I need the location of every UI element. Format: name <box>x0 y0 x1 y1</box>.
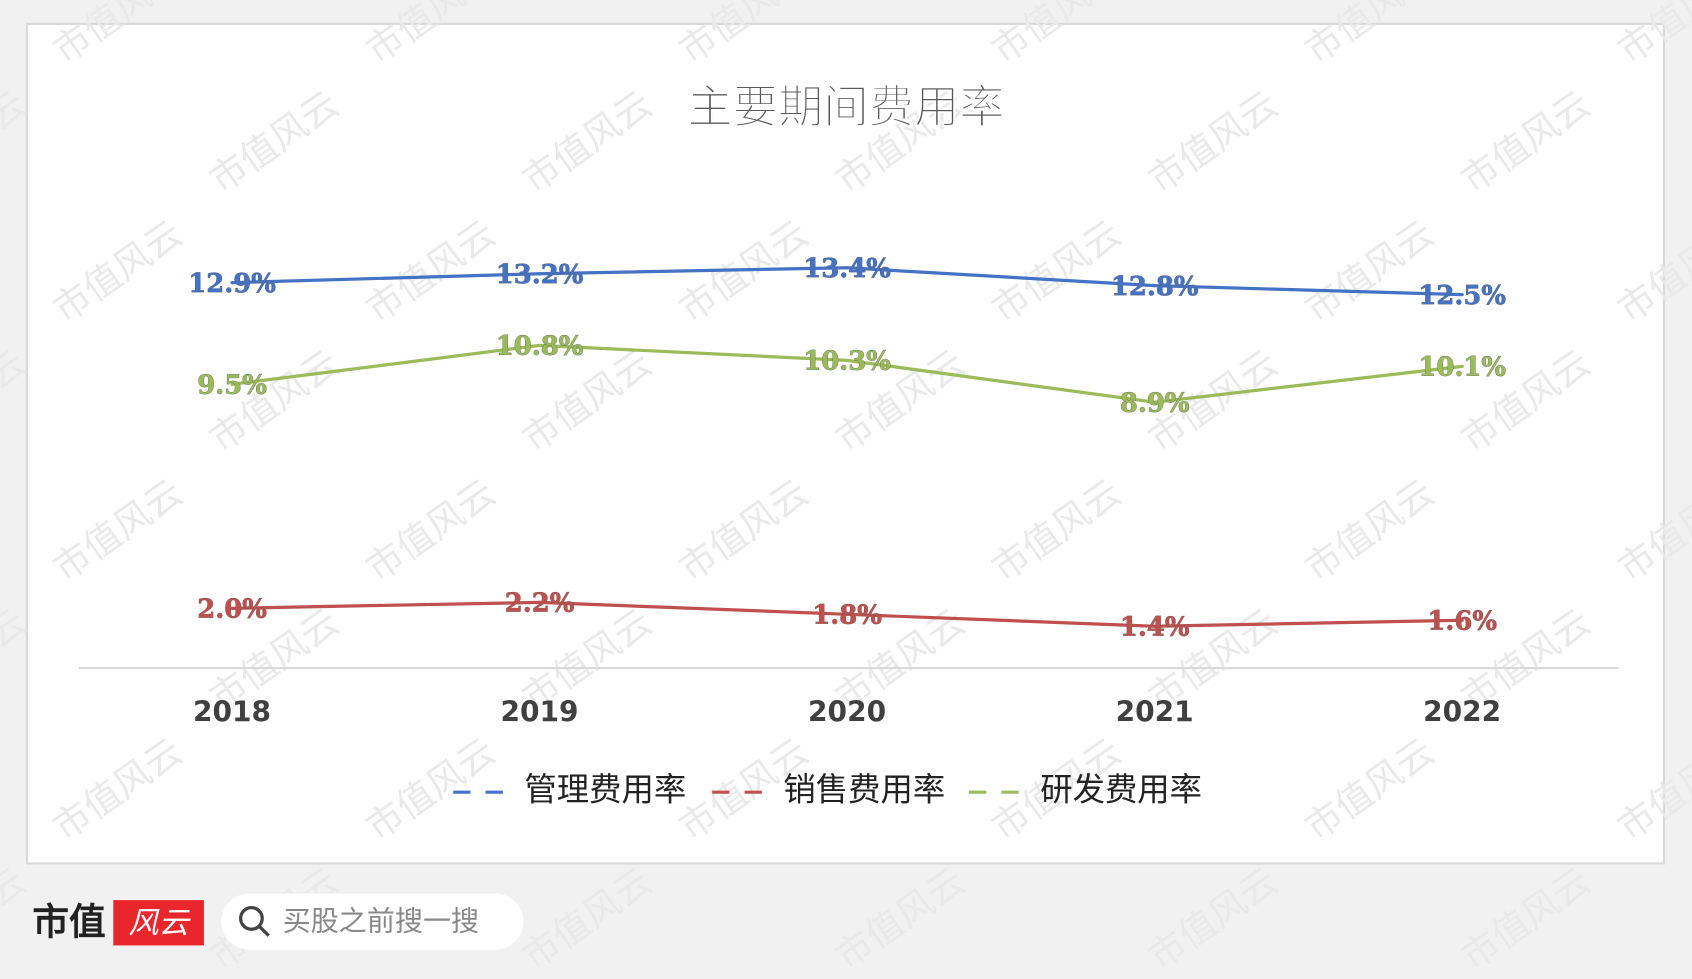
point <box>845 358 849 362</box>
legend-label: 销售费用率 <box>783 771 945 809</box>
data-label: 10.1% <box>1418 352 1506 382</box>
x-tick-label: 2022 <box>1423 695 1501 728</box>
point <box>537 600 542 604</box>
data-label: 8.9% <box>1120 388 1190 418</box>
search-icon-handle <box>257 924 270 937</box>
data-label: 1.6% <box>1427 606 1497 636</box>
data-label: 10.8% <box>496 332 584 362</box>
point <box>537 272 542 276</box>
data-label: 1.4% <box>1120 612 1190 642</box>
point <box>1152 400 1157 404</box>
legend: 管理费用率 销售费用率 研发费用率 <box>453 771 1202 809</box>
search-icon <box>239 906 264 931</box>
data-label: 12.9% <box>188 269 276 299</box>
logo-text: 风云 <box>128 906 191 941</box>
data-label: 13.2% <box>496 260 584 290</box>
chart-title: 主要期间费用率 <box>687 81 1004 134</box>
search-placeholder: 买股之前搜一搜 <box>283 905 479 938</box>
legend-label: 研发费用率 <box>1040 771 1202 809</box>
logo-box <box>113 900 204 946</box>
point <box>1460 293 1464 297</box>
point <box>1152 624 1157 628</box>
point <box>230 281 234 285</box>
search-box[interactable] <box>221 893 524 950</box>
data-label: 12.5% <box>1418 281 1506 311</box>
data-label: 2.0% <box>197 594 267 624</box>
point <box>1460 618 1464 622</box>
point <box>845 612 849 616</box>
x-tick-label: 2019 <box>501 695 579 728</box>
point <box>230 606 234 610</box>
point <box>1460 364 1464 368</box>
x-tick-label: 2018 <box>193 695 271 728</box>
plot: 2018 2019 2020 2021 2022 12.9% 13.2% 13.4% 12.8%… <box>188 254 1506 729</box>
point <box>230 382 234 386</box>
data-label: 1.8% <box>812 600 882 630</box>
brand: 市值 <box>32 900 105 943</box>
x-tick-label: 2020 <box>808 695 886 728</box>
data-label: 13.4% <box>803 254 891 284</box>
point <box>537 343 542 348</box>
data-label: 12.8% <box>1111 272 1199 302</box>
point <box>845 266 849 270</box>
data-label: 10.3% <box>803 347 891 377</box>
x-tick-label: 2021 <box>1116 695 1194 728</box>
legend-label: 管理费用率 <box>524 771 686 809</box>
point <box>1152 284 1157 288</box>
data-label: 9.5% <box>197 370 267 400</box>
data-label: 2.2% <box>505 589 575 619</box>
chart-card <box>25 22 1666 865</box>
